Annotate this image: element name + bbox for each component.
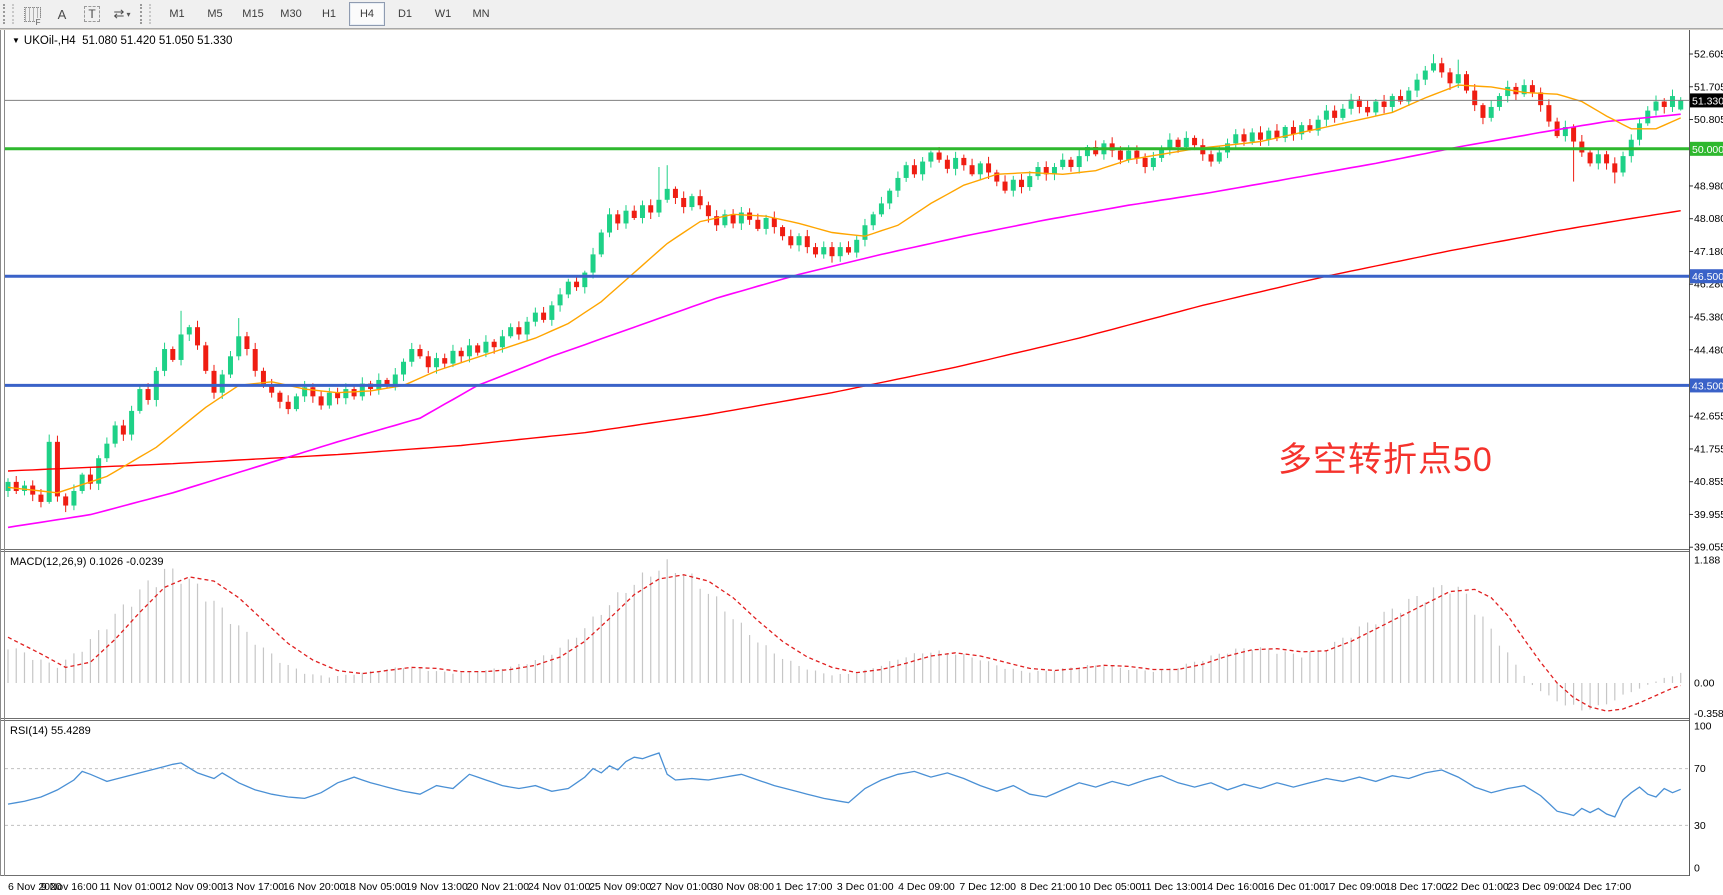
symbol-dropdown-icon[interactable]: ▼ bbox=[12, 36, 20, 45]
price-axis-label: 51.705 bbox=[1694, 81, 1723, 93]
time-axis-label: 8 Dec 21:00 bbox=[1021, 881, 1078, 893]
macd-signal-line bbox=[7, 574, 1681, 712]
horizontal-lines[interactable] bbox=[5, 99, 1689, 387]
time-axis-label: 1 Dec 17:00 bbox=[776, 881, 833, 893]
price-axis-label: 48.080 bbox=[1694, 213, 1723, 225]
price-axis-label: 40.855 bbox=[1694, 476, 1723, 488]
macd-panel-plot[interactable] bbox=[5, 552, 1689, 718]
macd-axis-label: 1.188 bbox=[1694, 554, 1720, 566]
time-axis-label: 24 Dec 17:00 bbox=[1569, 881, 1632, 893]
price-axis-label: 42.655 bbox=[1694, 411, 1723, 423]
timeframe-button-M5[interactable]: M5 bbox=[207, 8, 223, 20]
time-axis-label: 12 Nov 09:00 bbox=[160, 881, 223, 893]
price-axis-label: 50.805 bbox=[1694, 114, 1723, 126]
time-axis-label: 13 Nov 17:00 bbox=[222, 881, 285, 893]
price-axis-label: 45.380 bbox=[1694, 311, 1723, 323]
timeframe-button-MN[interactable]: MN bbox=[472, 8, 490, 20]
chart-window[interactable]: 52.605 51.705 50.805 48.980 48.080 47.180 46.2… bbox=[0, 30, 1723, 895]
time-axis-label: 22 Dec 01:00 bbox=[1446, 881, 1509, 893]
rsi-axis-label: 100 bbox=[1694, 721, 1712, 733]
price-badge-text: 43.500 bbox=[1692, 380, 1723, 392]
timeframe-button-M30[interactable]: M30 bbox=[280, 8, 302, 20]
time-axis-label: 30 Nov 08:00 bbox=[712, 881, 775, 893]
timeframe-button-M15[interactable]: M15 bbox=[242, 8, 264, 20]
chart-canvas[interactable]: 52.60551.70550.80548.98048.08047.18046.2… bbox=[0, 30, 1723, 895]
top-toolbar: F A T ⇄ ▾ M1 M5 M15 M30 H1 H4 D1 W1 MN bbox=[0, 0, 1723, 29]
time-axis-label: 3 Dec 01:00 bbox=[837, 881, 894, 893]
timeframe-toolbar: M1 M5 M15 M30 H1 H4 D1 W1 MN bbox=[158, 2, 500, 26]
main-chart-plot[interactable] bbox=[5, 30, 1689, 549]
time-axis-label: 4 Dec 09:00 bbox=[898, 881, 955, 893]
rsi-axis-label: 0 bbox=[1694, 863, 1700, 875]
time-axis-label: 11 Dec 13:00 bbox=[1141, 881, 1203, 893]
time-axis-label: 16 Nov 20:00 bbox=[283, 881, 346, 893]
price-badge-text: 51.330 bbox=[1692, 95, 1723, 107]
time-axis-label: 17 Dec 09:00 bbox=[1324, 881, 1387, 893]
price-badge-text: 50.000 bbox=[1692, 144, 1723, 156]
text-box-button[interactable]: T bbox=[79, 2, 105, 26]
rsi-panel-plot[interactable] bbox=[5, 721, 1689, 875]
rsi-axis-label: 70 bbox=[1694, 763, 1706, 775]
indicators-button[interactable]: ⇄ ▾ bbox=[109, 2, 135, 26]
time-axis-label: 20 Nov 21:00 bbox=[467, 881, 530, 893]
timeframe-button-W1[interactable]: W1 bbox=[434, 8, 452, 20]
price-axis-label: 48.980 bbox=[1694, 180, 1723, 192]
price-badge-43.500 bbox=[1690, 378, 1723, 393]
macd-axis-label: -0.3582 bbox=[1694, 708, 1723, 720]
price-badge-46.500 bbox=[1690, 269, 1723, 284]
time-axis-label: 23 Dec 09:00 bbox=[1508, 881, 1571, 893]
timeframe-button-H1[interactable]: H1 bbox=[321, 8, 337, 20]
price-axis-label: 39.055 bbox=[1694, 542, 1723, 554]
chart-title: ▼ UKOil-,H4 51.080 51.420 51.050 51.330 bbox=[12, 35, 232, 47]
time-axis-label: 7 Dec 12:00 bbox=[959, 881, 1016, 893]
time-axis-label: 11 Nov 01:00 bbox=[100, 881, 162, 893]
time-axis-label: 14 Dec 16:00 bbox=[1201, 881, 1264, 893]
arrows-icon: ⇄ bbox=[113, 6, 125, 21]
macd-layer bbox=[7, 559, 1682, 712]
rsi-line bbox=[7, 752, 1681, 818]
templates-button[interactable]: F bbox=[19, 2, 45, 27]
price-badge-51.330 bbox=[1690, 93, 1723, 108]
chevron-down-icon: ▾ bbox=[126, 9, 131, 19]
price-badge-text: 46.500 bbox=[1692, 271, 1723, 283]
annotate-a-button[interactable]: A bbox=[49, 2, 75, 26]
letter-a-icon: A bbox=[57, 6, 67, 22]
toolbar-grip-2[interactable] bbox=[140, 4, 151, 24]
rsi-layer bbox=[5, 752, 1689, 826]
time-axis-label: 19 Nov 13:00 bbox=[405, 881, 468, 893]
price-axis-label: 44.480 bbox=[1694, 344, 1723, 356]
price-axis-label: 52.605 bbox=[1694, 49, 1723, 61]
panel-borders bbox=[0, 30, 1690, 876]
time-axis-label: 10 Dec 05:00 bbox=[1079, 881, 1142, 893]
price-axis-label: 39.955 bbox=[1694, 509, 1723, 521]
time-axis-label: 27 Nov 01:00 bbox=[650, 881, 713, 893]
rsi-axis-label: 30 bbox=[1694, 820, 1706, 832]
price-badge-50.000 bbox=[1690, 141, 1723, 156]
macd-indicator-label: MACD(12,26,9) 0.1026 -0.0239 bbox=[10, 556, 164, 568]
time-axis-label: 24 Nov 01:00 bbox=[528, 881, 591, 893]
mid-ma-line bbox=[7, 113, 1681, 529]
price-axis-label: 41.755 bbox=[1694, 443, 1723, 455]
timeframe-button-H4[interactable]: H4 bbox=[349, 2, 385, 26]
time-axis-label: 18 Dec 17:00 bbox=[1385, 881, 1448, 893]
timeframe-button-M1[interactable]: M1 bbox=[169, 8, 185, 20]
time-axis-label: 25 Nov 09:00 bbox=[589, 881, 652, 893]
time-axis-label: 18 Nov 05:00 bbox=[344, 881, 407, 893]
macd-axis-label: 0.00 bbox=[1694, 678, 1715, 690]
symbol-label: UKOil-,H4 bbox=[23, 35, 76, 47]
time-axis-label: 16 Dec 01:00 bbox=[1263, 881, 1326, 893]
toolbar-grip[interactable] bbox=[3, 4, 14, 24]
price-axis-label: 47.180 bbox=[1694, 246, 1723, 258]
timeframe-button-D1[interactable]: D1 bbox=[397, 8, 413, 20]
rsi-indicator-label: RSI(14) 55.4289 bbox=[10, 725, 91, 737]
chart-text-annotation: 多空转折点50 bbox=[1278, 441, 1493, 479]
ohlc-values: 51.080 51.420 51.050 51.330 bbox=[82, 35, 233, 47]
grid-f-icon: F bbox=[23, 6, 42, 27]
time-axis-label: 9 Nov 16:00 bbox=[41, 881, 98, 893]
time-axis-label: 6 Nov 2020 bbox=[8, 881, 62, 893]
boxed-t-icon: T bbox=[84, 6, 100, 22]
price-axis[interactable]: 52.60551.70550.80548.98048.08047.18046.2… bbox=[1689, 49, 1723, 875]
